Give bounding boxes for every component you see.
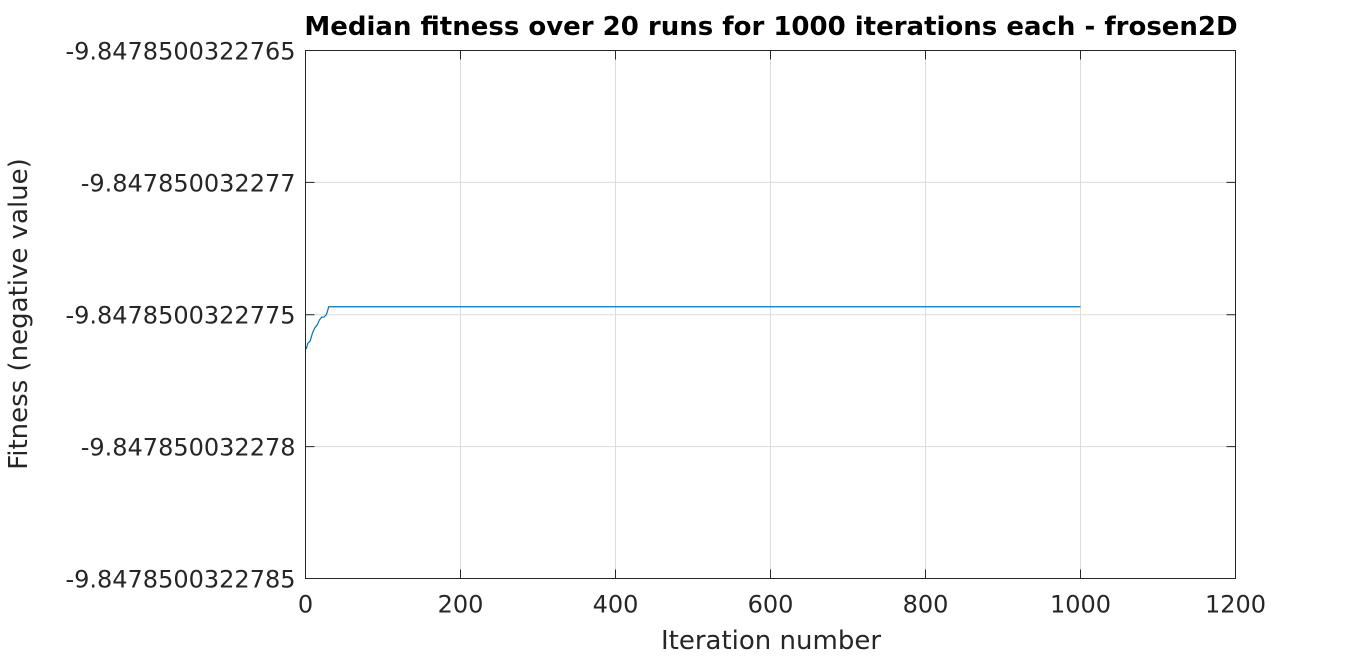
x-axis-label: Iteration number: [661, 626, 881, 656]
y-axis-label: Fitness (negative value): [4, 158, 34, 470]
tick-labels: 0 200 400 600 800 1000 1200 -9.8478500322765 -9.…: [65, 38, 1266, 619]
x-tick-label: 1200: [1205, 591, 1266, 619]
series-line: [305, 306, 1081, 350]
x-tick-label: 0: [298, 591, 313, 619]
y-tick-label: -9.8478500322775: [65, 302, 295, 330]
y-tick-label: -9.847850032278: [81, 434, 296, 462]
x-tick-label: 600: [748, 591, 794, 619]
x-tick-label: 800: [903, 591, 949, 619]
y-tick-label: -9.8478500322785: [65, 566, 295, 594]
chart-title: Median fitness over 20 runs for 1000 ite…: [304, 12, 1237, 42]
x-tick-label: 400: [593, 591, 639, 619]
x-tick-label: 200: [438, 591, 484, 619]
x-tick-label: 1000: [1050, 591, 1111, 619]
y-tick-label: -9.8478500322765: [65, 38, 295, 66]
y-tick-label: -9.847850032277: [81, 169, 296, 197]
plot-area-frame: [305, 50, 1236, 579]
series-layer: [305, 306, 1081, 350]
